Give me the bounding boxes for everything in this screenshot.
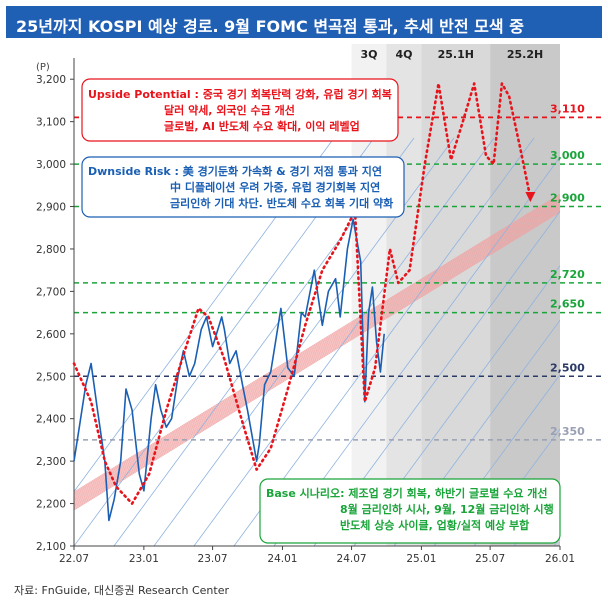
base-line-3: 반도체 상승 사이클, 업황/실적 예상 부합: [340, 518, 529, 532]
forecast-arrowhead: [525, 192, 536, 203]
period-shading: 3Q 4Q 25.1H 25.2H: [351, 44, 560, 546]
y-tick-label: 2,100: [36, 541, 66, 553]
trend-line-red: [74, 196, 560, 495]
base-annotation: Base 시나리오: 제조업 경기 회복, 하반기 글로벌 수요 개선 8월 금…: [259, 478, 561, 544]
ref-line-label: 3,110: [550, 102, 585, 115]
trend-line-red: [74, 210, 560, 510]
x-tick-label: 25.07: [475, 553, 505, 565]
trend-line-red: [74, 194, 560, 494]
y-tick-label: 3,000: [36, 159, 66, 171]
upside-line-3: 글로벌, AI 반도체 수요 확대, 이익 레벨업: [164, 119, 360, 133]
trend-line-red: [74, 206, 560, 506]
y-unit-label: (P): [36, 62, 50, 73]
base-line-2: 8월 금리인하 시사, 9월, 12월 금리인하 시행: [340, 502, 554, 516]
downside-line-2: 中 디플레이션 우려 가중, 유럽 경기회복 지연: [170, 180, 380, 194]
trend-line-red: [74, 200, 560, 500]
downside-line-3: 금리인하 기대 차단. 반도체 수요 회복 기대 약화: [170, 196, 393, 210]
ref-line-label: 2,500: [550, 361, 585, 374]
x-tick-label: 23.01: [129, 553, 159, 565]
downside-box: [81, 156, 405, 218]
upside-line-1: Upside Potential : 중국 경기 회복탄력 강화, 유럽 경기 …: [88, 87, 392, 101]
base-line-1: Base 시나리오: 제조업 경기 회복, 하반기 글로벌 수요 개선: [266, 486, 548, 500]
upside-line-2: 달러 약세, 외국인 수급 개선: [164, 103, 295, 117]
y-tick-label: 2,900: [36, 202, 66, 214]
period-label: 25.2H: [507, 48, 543, 61]
trend-line-red: [74, 209, 560, 508]
x-tick-label: 25.01: [406, 553, 436, 565]
upside-box: [81, 78, 399, 142]
ref-line-label: 2,900: [550, 192, 585, 205]
trend-line-red: [74, 198, 560, 498]
trend-line-red: [74, 211, 560, 511]
page-title: 25년까지 KOSPI 예상 경로. 9월 FOMC 변곡점 통과, 추세 반전…: [16, 17, 524, 36]
y-tick-label: 2,500: [36, 371, 66, 383]
trend-line-blue: [473, 428, 560, 546]
kospi-line: [73, 218, 385, 522]
trend-line-blue: [433, 373, 560, 546]
axes: (P) 2,100 2,200 2,300 2,400 2,500 2,600 2,700 2…: [36, 58, 575, 565]
x-tick-label: 24.07: [337, 553, 367, 565]
trend-line-blue: [313, 210, 560, 546]
series: [72, 82, 536, 522]
y-tick-label: 2,700: [36, 286, 66, 298]
period-band: [490, 44, 560, 546]
y-tick-label: 2,400: [36, 414, 66, 426]
trend-line-blue: [393, 319, 560, 546]
y-tick-label: 3,200: [36, 74, 66, 86]
y-tick-label: 2,200: [36, 499, 66, 511]
y-tick-label: 3,100: [36, 117, 66, 129]
trend-line-red: [74, 197, 560, 496]
forecast-dotted-line: [72, 82, 532, 505]
base-box: [259, 478, 561, 544]
kospi-chart: 3Q 4Q 25.1H 25.2H 3,110 3,000 2,900 2,720 2,650…: [36, 44, 604, 565]
x-tick-label: 26.01: [545, 553, 575, 565]
ref-line-label: 2,650: [550, 298, 585, 311]
source-note: 자료: FnGuide, 대신증권 Research Center: [14, 584, 229, 597]
y-tick-label: 2,800: [36, 244, 66, 256]
period-label: 3Q: [361, 48, 378, 61]
x-tick-label: 24.01: [267, 553, 297, 565]
upside-annotation: Upside Potential : 중국 경기 회복탄력 강화, 유럽 경기 …: [81, 78, 399, 142]
downside-annotation: Dwnside Risk : 美 경기둔화 가속화 & 경기 저점 통과 지연 …: [81, 156, 405, 218]
trend-line-red: [74, 208, 560, 507]
trend-line-red: [74, 193, 560, 493]
trend-line-red: [74, 202, 560, 501]
trend-line-blue: [353, 265, 560, 546]
period-label: 25.1H: [438, 48, 474, 61]
downside-line-1: Dwnside Risk : 美 경기둔화 가속화 & 경기 저점 통과 지연: [88, 164, 382, 178]
header-bar: 25년까지 KOSPI 예상 경로. 9월 FOMC 변곡점 통과, 추세 반전…: [6, 6, 602, 38]
period-label: 4Q: [395, 48, 412, 61]
ref-line-label: 2,720: [550, 268, 585, 281]
x-tick-label: 22.07: [59, 553, 89, 565]
x-tick-label: 23.07: [198, 553, 228, 565]
y-tick-label: 2,300: [36, 456, 66, 468]
ref-line-label: 3,000: [550, 149, 585, 162]
ref-line-label: 2,350: [550, 425, 585, 438]
y-tick-label: 2,600: [36, 329, 66, 341]
